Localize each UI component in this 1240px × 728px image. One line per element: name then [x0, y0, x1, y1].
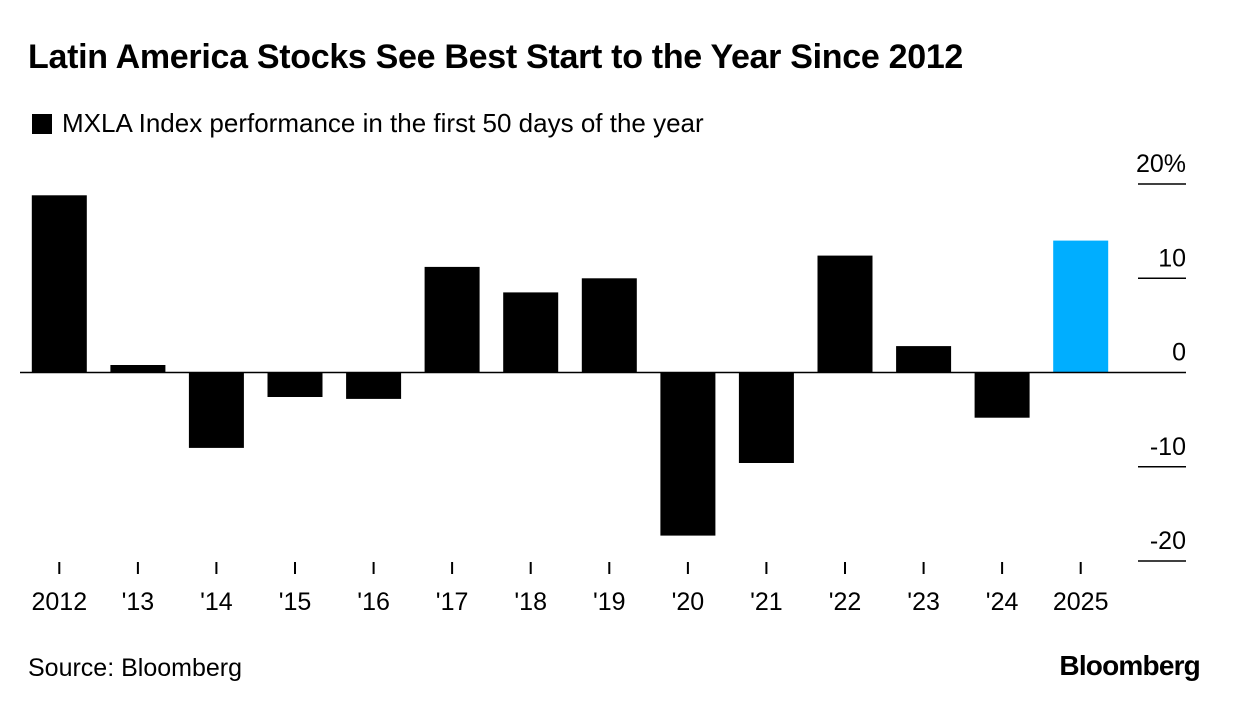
x-tick-label-0: 2012: [31, 588, 87, 616]
y-tick-label-1: 10: [1158, 244, 1186, 272]
bar-4: [346, 372, 402, 399]
bar-5: [424, 266, 480, 373]
x-axis: 2012 '13 '14 '15 '16 '17 '18 '19 '20 '21 '22 '23 '24…: [31, 562, 1109, 616]
x-tick-label-2: '14: [200, 588, 233, 616]
x-tick-label-12: '24: [986, 588, 1019, 616]
bar-8: [660, 372, 716, 536]
y-axis: 20% 10 0 -10 -20: [1136, 150, 1186, 562]
x-tick-label-8: '20: [672, 588, 705, 616]
legend-label: MXLA Index performance in the first 50 d…: [62, 108, 704, 138]
bar-1: [110, 365, 166, 373]
chart-title: Latin America Stocks See Best Start to t…: [28, 38, 964, 76]
bar-0: [31, 195, 87, 373]
y-tick-label-0: 20%: [1136, 150, 1186, 178]
legend: MXLA Index performance in the first 50 d…: [32, 108, 704, 139]
bar-2: [188, 372, 244, 448]
x-tick-label-4: '16: [357, 588, 390, 616]
x-tick-label-3: '15: [279, 588, 312, 616]
y-tick-label-3: -10: [1150, 433, 1186, 461]
bar-12: [974, 372, 1030, 418]
x-tick-label-1: '13: [122, 588, 155, 616]
bloomberg-logo: Bloomberg: [1059, 650, 1200, 681]
bar-6: [503, 292, 559, 373]
bar-13: [1053, 240, 1109, 373]
bar-11: [896, 346, 952, 373]
x-tick-label-6: '18: [514, 588, 547, 616]
x-tick-label-10: '22: [829, 588, 862, 616]
bar-3: [267, 372, 323, 397]
y-tick-label-2: 0: [1172, 339, 1186, 367]
bar-9: [738, 372, 794, 463]
x-tick-label-13: 2025: [1053, 588, 1109, 616]
x-tick-label-7: '19: [593, 588, 626, 616]
legend-swatch: [32, 113, 52, 134]
bars-group: [31, 195, 1109, 536]
x-tick-label-5: '17: [436, 588, 469, 616]
bar-10: [817, 255, 873, 373]
source-note: Source: Bloomberg: [28, 654, 243, 682]
bar-7: [581, 278, 637, 373]
x-tick-label-11: '23: [907, 588, 940, 616]
x-tick-label-9: '21: [750, 588, 783, 616]
y-tick-label-4: -20: [1150, 527, 1186, 555]
